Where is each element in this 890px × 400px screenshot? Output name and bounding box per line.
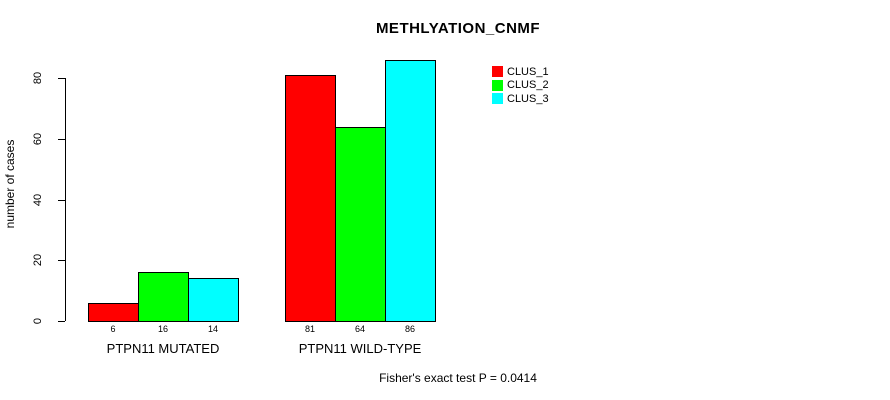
- y-axis-title: number of cases: [3, 139, 17, 229]
- bar-value-label: 64: [354, 324, 365, 334]
- bar-value-label: 14: [207, 324, 218, 334]
- y-tick-label: 80: [32, 71, 44, 85]
- y-tick-mark: [58, 78, 65, 79]
- bar: [285, 75, 336, 322]
- group-label: PTPN11 MUTATED: [106, 341, 220, 356]
- bar-value-label: 16: [157, 324, 168, 334]
- y-tick-mark: [58, 321, 65, 322]
- bar: [188, 278, 239, 322]
- bar: [385, 60, 436, 322]
- legend-label: CLUS_2: [507, 79, 549, 91]
- y-axis-line: [65, 78, 66, 321]
- legend-label: CLUS_3: [507, 92, 549, 105]
- chart-title: METHLYATION_CNMF: [375, 20, 541, 37]
- bar-value-label: 81: [304, 324, 315, 334]
- bar: [88, 303, 139, 322]
- bar: [138, 272, 189, 322]
- legend-label: CLUS_1: [507, 65, 549, 78]
- y-tick-mark: [58, 260, 65, 262]
- y-tick-mark: [58, 138, 65, 140]
- bar-value-label: 86: [404, 324, 415, 334]
- bar-value-label: 6: [110, 324, 116, 334]
- y-tick-label: 0: [32, 317, 44, 325]
- y-tick-label: 20: [32, 254, 44, 267]
- group-label: PTPN11 WILD-TYPE: [298, 341, 422, 356]
- footer-annotation: Fisher's exact test P = 0.0414: [379, 371, 537, 385]
- y-tick-label: 40: [32, 193, 44, 206]
- legend-swatch: [492, 66, 503, 77]
- y-tick-label: 60: [32, 132, 44, 145]
- legend-swatch: [492, 93, 503, 104]
- bar: [335, 127, 386, 322]
- legend-swatch: [492, 79, 503, 91]
- y-tick-mark: [58, 199, 65, 201]
